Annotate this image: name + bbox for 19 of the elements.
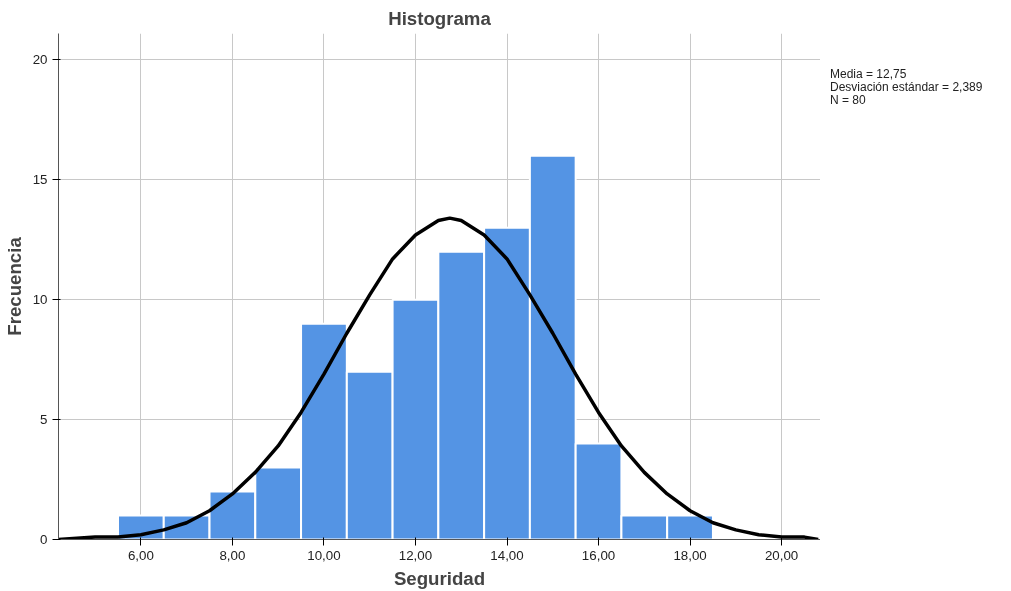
y-axis-title: Frecuencia bbox=[3, 236, 25, 336]
x-tick-label: 18,00 bbox=[673, 547, 707, 563]
x-tick-label: 12,00 bbox=[398, 547, 433, 563]
x-tick-label: 20,00 bbox=[764, 547, 799, 563]
x-tick-label: 16,00 bbox=[581, 547, 616, 563]
y-tick-label: 20 bbox=[32, 52, 48, 68]
text: Media = 12,75 bbox=[830, 67, 907, 81]
y-tick-label: 10 bbox=[32, 292, 48, 308]
text: N = 80 bbox=[830, 93, 866, 107]
x-tick-label: 6,00 bbox=[127, 547, 154, 563]
x-tick-label: 14,00 bbox=[490, 547, 524, 563]
x-axis-title: Seguridad bbox=[393, 567, 486, 589]
y-tick-label: 0 bbox=[40, 532, 48, 547]
x-tick-label: 10,00 bbox=[307, 547, 341, 563]
chart-title: Histograma bbox=[388, 7, 492, 29]
text: Desviación estándar = 2,389 bbox=[830, 80, 983, 94]
y-tick-label: 5 bbox=[40, 412, 48, 428]
x-tick-label: 8,00 bbox=[219, 547, 246, 563]
y-tick-label: 15 bbox=[32, 172, 48, 188]
